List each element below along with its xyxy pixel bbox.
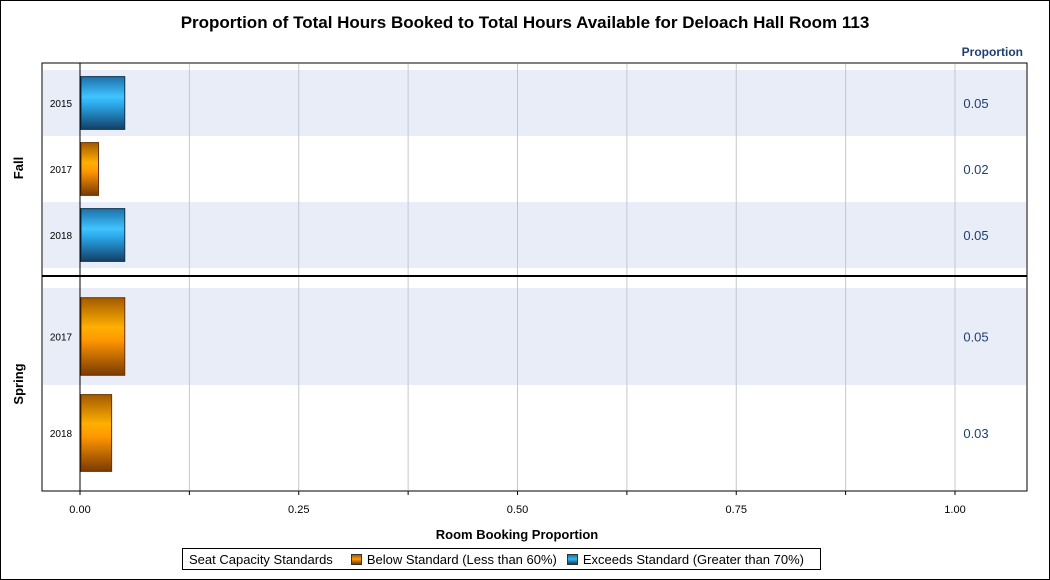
x-tick-label: 0.50: [507, 504, 528, 516]
group-label-fall: Fall: [11, 157, 26, 179]
legend-item-exceeds: Exceeds Standard (Greater than 70%): [566, 551, 804, 567]
category-label: 2015: [50, 99, 73, 110]
value-label: 0.02: [963, 162, 988, 177]
bars: [80, 76, 126, 472]
legend: Seat Capacity Standards Below Standard (…: [182, 548, 821, 570]
row-band: [43, 288, 1026, 385]
value-label: 0.05: [963, 228, 988, 243]
x-tick-label: 0.25: [288, 504, 309, 516]
category-label: 2018: [50, 231, 73, 242]
chart-title: Proportion of Total Hours Booked to Tota…: [181, 13, 870, 32]
x-tick-label: 0.75: [726, 504, 747, 516]
category-label: 2017: [50, 165, 73, 176]
bar-spring-2017: [80, 297, 126, 376]
legend-label-exceeds: Exceeds Standard (Greater than 70%): [582, 551, 804, 567]
group-label-spring: Spring: [11, 363, 26, 404]
x-axis-label: Room Booking Proportion: [436, 527, 599, 542]
legend-label-below: Below Standard (Less than 60%): [366, 551, 557, 567]
value-label: 0.03: [963, 426, 988, 441]
legend-title: Seat Capacity Standards: [189, 551, 333, 567]
value-label: 0.05: [963, 330, 988, 345]
row-bands: [43, 70, 1026, 385]
labels: 0.00 0.25 0.50 0.75 1.00 Fall Spring 2015 0.05 20…: [11, 96, 989, 516]
value-label: 0.05: [963, 96, 988, 111]
value-column-header: Proportion: [962, 45, 1023, 59]
gridlines: [42, 63, 1027, 495]
plot-border: [41, 62, 1028, 492]
x-tick-label: 1.00: [944, 504, 965, 516]
row-band: [43, 202, 1026, 268]
bar-fall-2018: [80, 208, 126, 262]
legend-swatch-below: [350, 553, 362, 565]
category-label: 2018: [50, 429, 73, 440]
legend-item-below: Below Standard (Less than 60%): [350, 551, 557, 567]
category-label: 2017: [50, 333, 73, 344]
bar-spring-2018: [80, 394, 113, 472]
row-band: [43, 70, 1026, 136]
x-tick-label: 0.00: [69, 504, 90, 516]
bar-fall-2015: [80, 76, 126, 130]
bar-fall-2017: [80, 142, 99, 196]
legend-swatch-exceeds: [566, 553, 578, 565]
